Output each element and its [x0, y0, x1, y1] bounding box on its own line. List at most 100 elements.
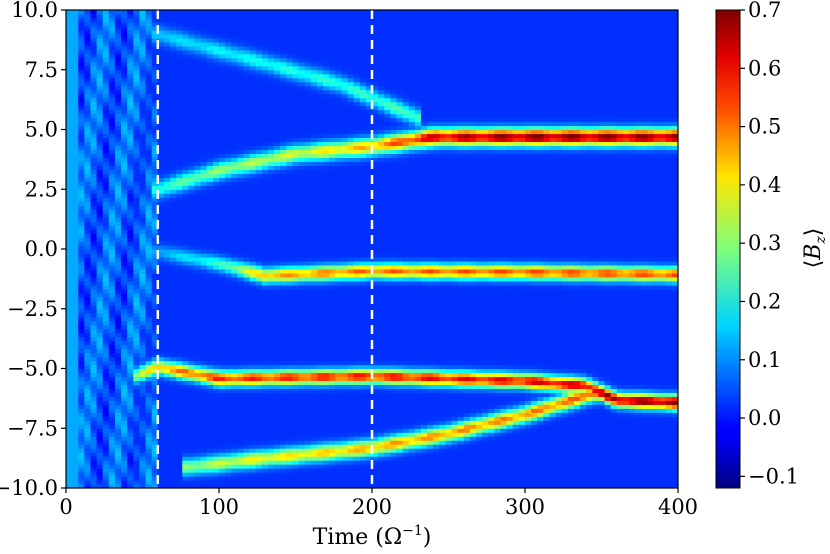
- heatmap-cell: [194, 29, 202, 35]
- heatmap-cell: [280, 181, 287, 186]
- heatmap-cell: [200, 460, 208, 465]
- heatmap-cell: [127, 37, 134, 43]
- heatmap-cell: [261, 57, 269, 63]
- heatmap-cell: [114, 10, 122, 15]
- heatmap-cell: [139, 344, 147, 350]
- heatmap-cell: [139, 13, 147, 19]
- heatmap-cell: [298, 356, 306, 362]
- heatmap-cell: [200, 296, 208, 302]
- heatmap-cell: [78, 133, 85, 139]
- heatmap-cell: [243, 340, 251, 346]
- heatmap-cell: [182, 404, 189, 409]
- heatmap-cell: [127, 10, 134, 15]
- heatmap-cell: [286, 85, 294, 91]
- heatmap-cell: [145, 25, 153, 31]
- heatmap-cell: [108, 245, 116, 250]
- heatmap-cell: [66, 29, 73, 35]
- heatmap-cell: [108, 65, 116, 71]
- heatmap-cell: [237, 245, 245, 250]
- heatmap-cell: [298, 384, 306, 390]
- heatmap-cell: [182, 165, 189, 170]
- heatmap-cell: [133, 432, 141, 437]
- heatmap-cell: [310, 93, 318, 99]
- heatmap-cell: [194, 484, 202, 488]
- heatmap-cell: [72, 348, 79, 354]
- heatmap-cell: [188, 440, 196, 445]
- heatmap-cell: [66, 404, 73, 409]
- heatmap-cell: [212, 57, 220, 63]
- heatmap-cell: [145, 37, 153, 43]
- heatmap-cell: [219, 149, 226, 154]
- heatmap-cell: [304, 229, 312, 234]
- heatmap-cell: [96, 288, 104, 294]
- heatmap-cell: [237, 53, 245, 59]
- heatmap-cell: [114, 328, 122, 334]
- heatmap-cell: [304, 173, 312, 178]
- heatmap-cell: [249, 468, 257, 473]
- heatmap-cell: [163, 288, 171, 294]
- heatmap-cell: [151, 452, 159, 457]
- heatmap-cell: [108, 241, 116, 246]
- heatmap-cell: [108, 153, 116, 158]
- heatmap-cell: [78, 436, 85, 441]
- heatmap-cell: [255, 37, 263, 43]
- heatmap-cell: [280, 97, 287, 103]
- heatmap-cell: [176, 61, 183, 67]
- heatmap-cell: [96, 65, 104, 71]
- heatmap-cell: [170, 197, 177, 202]
- heatmap-cell: [133, 440, 141, 445]
- heatmap-cell: [66, 185, 73, 190]
- heatmap-cell: [170, 376, 177, 382]
- heatmap-cell: [157, 221, 165, 226]
- heatmap-cell: [261, 73, 269, 79]
- heatmap-cell: [274, 268, 281, 274]
- heatmap-cell: [267, 121, 275, 127]
- heatmap-cell: [133, 109, 141, 115]
- heatmap-cell: [243, 113, 251, 119]
- heatmap-cell: [286, 316, 294, 322]
- heatmap-cell: [102, 464, 110, 469]
- heatmap-cell: [286, 284, 294, 290]
- heatmap-cell: [249, 121, 257, 127]
- heatmap-cell: [163, 420, 171, 425]
- heatmap-cell: [286, 13, 294, 19]
- heatmap-cell: [145, 105, 153, 111]
- heatmap-cell: [157, 300, 165, 306]
- heatmap-cell: [108, 388, 116, 393]
- heatmap-cell: [231, 121, 238, 127]
- heatmap-cell: [292, 69, 300, 75]
- heatmap-cell: [292, 129, 300, 135]
- heatmap-cell: [274, 153, 281, 158]
- heatmap-cell: [267, 400, 275, 405]
- heatmap-cell: [194, 388, 202, 393]
- heatmap-cell: [66, 276, 73, 282]
- heatmap-cell: [145, 272, 153, 278]
- heatmap-cell: [163, 428, 171, 433]
- heatmap-cell: [219, 193, 226, 198]
- heatmap-cell: [145, 276, 153, 282]
- heatmap-cell: [114, 396, 122, 401]
- heatmap-cell: [255, 408, 263, 413]
- heatmap-cell: [170, 165, 177, 170]
- heatmap-cell: [200, 85, 208, 91]
- heatmap-cell: [188, 456, 196, 461]
- heatmap-cell: [280, 209, 287, 214]
- heatmap-cell: [151, 476, 159, 481]
- heatmap-cell: [243, 480, 251, 485]
- heatmap-cell: [298, 292, 306, 298]
- heatmap-cell: [249, 81, 257, 87]
- heatmap-cell: [72, 296, 79, 302]
- heatmap-cell: [200, 61, 208, 67]
- heatmap-cell: [127, 376, 134, 382]
- heatmap-cell: [206, 324, 214, 330]
- heatmap-cell: [182, 324, 189, 330]
- heatmap-cell: [237, 404, 245, 409]
- heatmap-cell: [231, 109, 238, 115]
- heatmap-cell: [90, 252, 98, 258]
- heatmap-cell: [84, 237, 92, 242]
- heatmap-cell: [280, 284, 287, 290]
- heatmap-cell: [261, 189, 269, 194]
- heatmap-cell: [274, 189, 281, 194]
- heatmap-cell: [249, 161, 257, 166]
- heatmap-cell: [78, 33, 85, 39]
